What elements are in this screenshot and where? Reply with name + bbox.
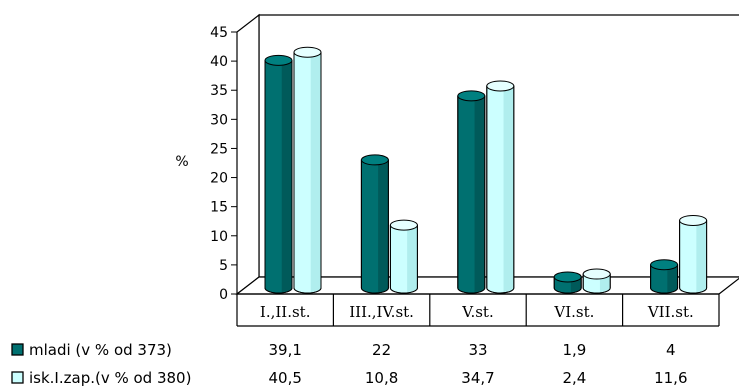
bar-outline [679,220,708,294]
bar-0-2 [457,90,486,294]
bar-top [553,271,582,283]
legend-label: isk.I.zap.(v % od 380) [29,369,191,387]
bar-outline [293,52,322,294]
bar-top [457,90,486,102]
bar-top [264,54,293,66]
bar-outline [553,276,582,294]
chart-bars [264,46,708,294]
category-label: I.,II.st. [260,303,311,321]
y-tick-label: 10 [210,229,228,245]
data-label: 22 [372,341,391,359]
bar-outline [486,85,515,294]
bar-shade [696,220,707,292]
bar-1-0 [293,46,322,294]
bar-shade [407,225,418,292]
bar-shade [474,95,485,292]
data-label: 2,4 [562,369,586,387]
legend-label: mladi (v % od 373) [29,341,172,359]
bar-1-2 [486,80,515,294]
bar-0-0 [264,54,293,294]
category-label: V.st. [461,303,493,321]
y-tick-label: 40 [210,54,228,70]
data-label: 4 [666,341,676,359]
bar-top [389,219,418,231]
legend-swatch [11,343,24,356]
y-tick-label: 0 [219,287,228,303]
data-label: 11,6 [654,369,687,387]
category-label: VII.st. [647,303,694,321]
bar-shade [281,60,292,293]
bar-0-3 [553,271,582,294]
legend-swatch [11,371,24,384]
y-tick-label: 20 [210,171,228,187]
bar-0-1 [360,154,389,294]
y-tick-label: 35 [210,83,228,99]
bar-outline [360,159,389,294]
bar-outline [389,225,418,294]
chart-labels: 0 5 10 15 20 25 30 35 40 45 I.,II.st. III.,IV.st. V.… [210,25,694,321]
y-tick-label: 30 [210,112,228,128]
bar-0-4 [650,259,679,294]
side-wall [236,13,260,296]
category-label: III.,IV.st. [349,303,414,321]
bar-outline [264,60,293,294]
bar-top [679,214,708,226]
data-table: mladi (v % od 373) 39,1 22 33 1,9 4 isk.I.zap.… [11,293,720,387]
data-label: 39,1 [268,341,301,359]
bar-shade [503,85,514,292]
bar-shade [667,264,678,292]
bar-top [650,259,679,271]
bar-outline [582,274,611,294]
y-tick-label: 25 [210,141,228,157]
bar-1-1 [389,219,418,294]
bar-top [582,268,611,280]
bar-shade [378,159,389,292]
bar-1-3 [582,268,611,294]
data-label: 1,9 [562,341,586,359]
bar-outline [457,95,486,294]
data-label: 33 [468,341,487,359]
bar-shade [310,52,321,293]
bar-outline [650,264,679,294]
bar-top [486,80,515,92]
y-axis-label: % [175,154,188,170]
data-label: 40,5 [268,369,301,387]
bar-1-4 [679,214,708,294]
bar-top [293,46,322,58]
y-tick-label: 5 [219,258,228,274]
y-tick-label: 15 [210,200,228,216]
category-label: VI.st. [553,303,594,321]
data-label: 10,8 [365,369,398,387]
y-tick-label: 45 [210,25,228,41]
bar-top [360,154,389,166]
data-label: 34,7 [461,369,494,387]
